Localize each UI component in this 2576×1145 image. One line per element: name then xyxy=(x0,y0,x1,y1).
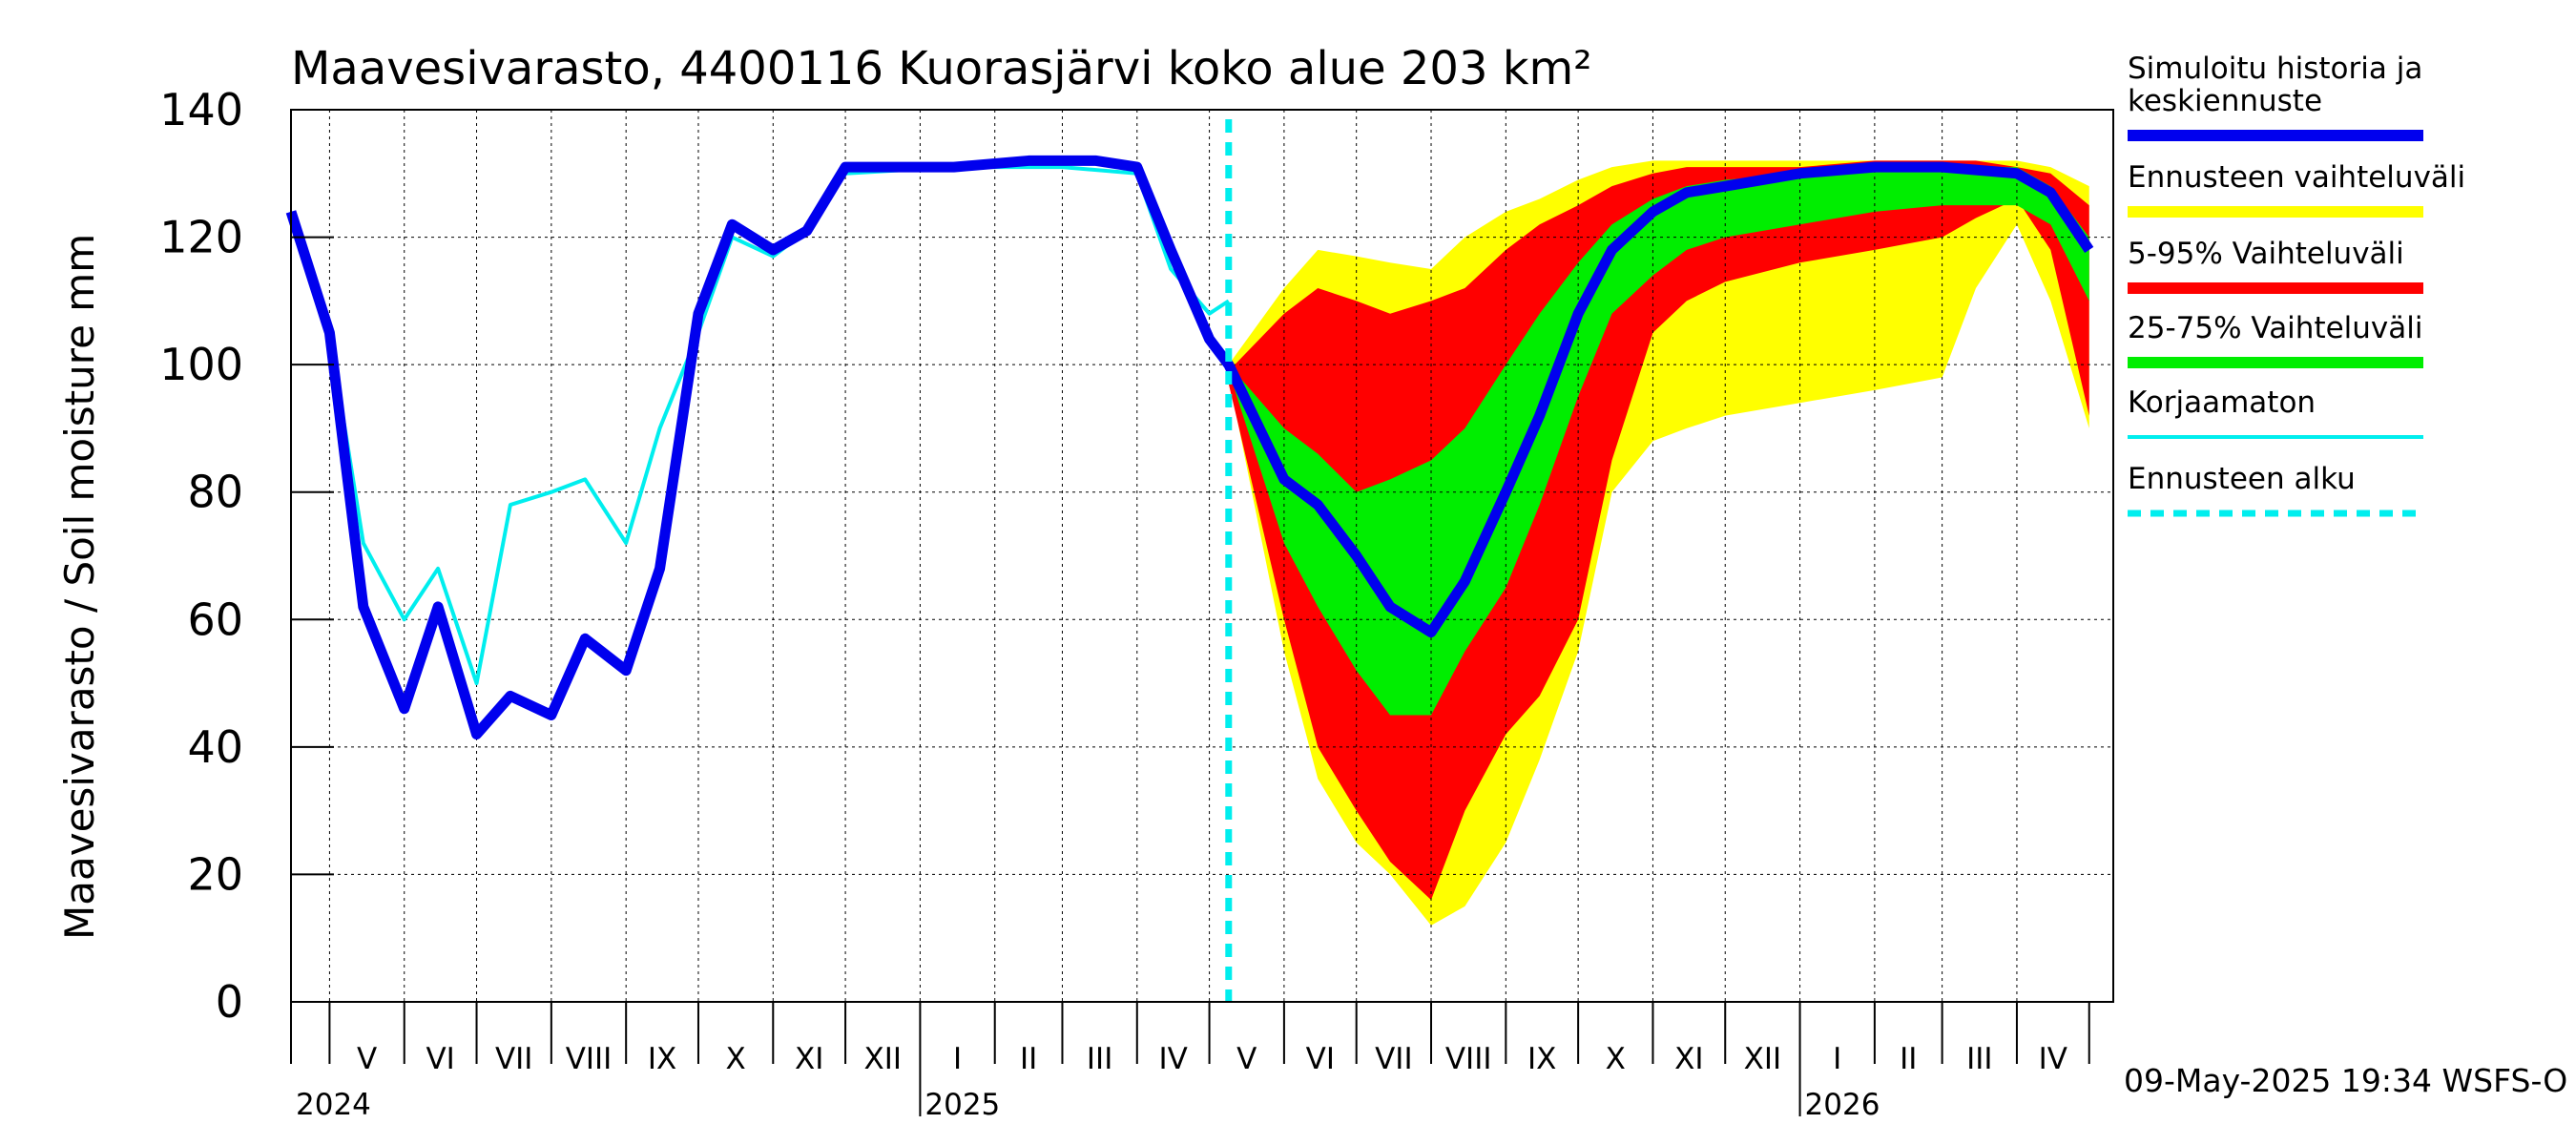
month-label: VIII xyxy=(1445,1042,1492,1076)
band-5-95-vaihteluv-li xyxy=(1228,160,2089,901)
month-label: I xyxy=(953,1042,962,1076)
month-label: I xyxy=(1833,1042,1841,1076)
y-tick-label: 100 xyxy=(159,339,243,390)
month-label: VIII xyxy=(566,1042,613,1076)
year-label: 2024 xyxy=(296,1088,371,1122)
y-axis-label: Maavesivarasto / Soil moisture mm xyxy=(56,234,103,940)
legend-label: Korjaamaton xyxy=(2128,385,2316,420)
month-label: XII xyxy=(863,1042,902,1076)
legend-label: 5-95% Vaihteluväli xyxy=(2128,237,2404,271)
month-label: IX xyxy=(648,1042,676,1076)
month-label: VI xyxy=(1306,1042,1335,1076)
legend-label: Simuloitu historia ja xyxy=(2128,52,2422,86)
month-label: X xyxy=(726,1042,746,1076)
line-simuloitu-keskiennuste xyxy=(285,155,2094,739)
y-tick-label: 80 xyxy=(187,467,243,518)
forecast-bands xyxy=(1228,160,2089,926)
y-axis-ticks: 0 20 40 60 80 100 120 140 xyxy=(159,84,334,1028)
month-label: VI xyxy=(426,1042,454,1076)
month-label: X xyxy=(1606,1042,1626,1076)
legend-label: keskiennuste xyxy=(2128,84,2322,118)
year-label: 2025 xyxy=(924,1088,1000,1122)
x-axis-ticks: V VI VII VIII IX X XI XII I II III IV V VI VII VIII IX X X… xyxy=(290,1002,2090,1122)
plot-frame xyxy=(290,109,2114,1003)
month-label: V xyxy=(1236,1042,1257,1076)
month-label: XI xyxy=(795,1042,823,1076)
y-tick-label: 120 xyxy=(159,212,243,263)
y-tick-label: 20 xyxy=(187,848,243,900)
month-label: IX xyxy=(1527,1042,1556,1076)
month-label: III xyxy=(1087,1042,1112,1076)
y-tick-label: 140 xyxy=(159,84,243,135)
y-tick-label: 40 xyxy=(187,721,243,773)
month-label: VII xyxy=(495,1042,533,1076)
year-label: 2026 xyxy=(1805,1088,1880,1122)
month-label: XII xyxy=(1744,1042,1782,1076)
month-label: IV xyxy=(2039,1042,2067,1076)
grid xyxy=(291,110,2113,1002)
series-lines xyxy=(285,119,2094,1002)
month-label: II xyxy=(1900,1042,1917,1076)
month-label: V xyxy=(357,1042,377,1076)
y-tick-label: 0 xyxy=(216,976,243,1028)
month-label: XI xyxy=(1674,1042,1703,1076)
month-label: IV xyxy=(1159,1042,1188,1076)
line-korjaamaton xyxy=(289,165,1230,686)
chart-title: Maavesivarasto, 4400116 Kuorasjärvi koko… xyxy=(291,42,1592,95)
legend-label: Ennusteen alku xyxy=(2128,462,2356,496)
band-25-75-vaihteluv-li xyxy=(1228,167,2089,716)
month-label: III xyxy=(1966,1042,1992,1076)
month-label: II xyxy=(1020,1042,1037,1076)
footer-timestamp: 09-May-2025 19:34 WSFS-O xyxy=(2124,1062,2567,1099)
legend-label: Ennusteen vaihteluväli xyxy=(2128,160,2465,195)
y-tick-label: 60 xyxy=(187,593,243,645)
month-label: VII xyxy=(1375,1042,1413,1076)
legend-label: 25-75% Vaihteluväli xyxy=(2128,311,2423,345)
